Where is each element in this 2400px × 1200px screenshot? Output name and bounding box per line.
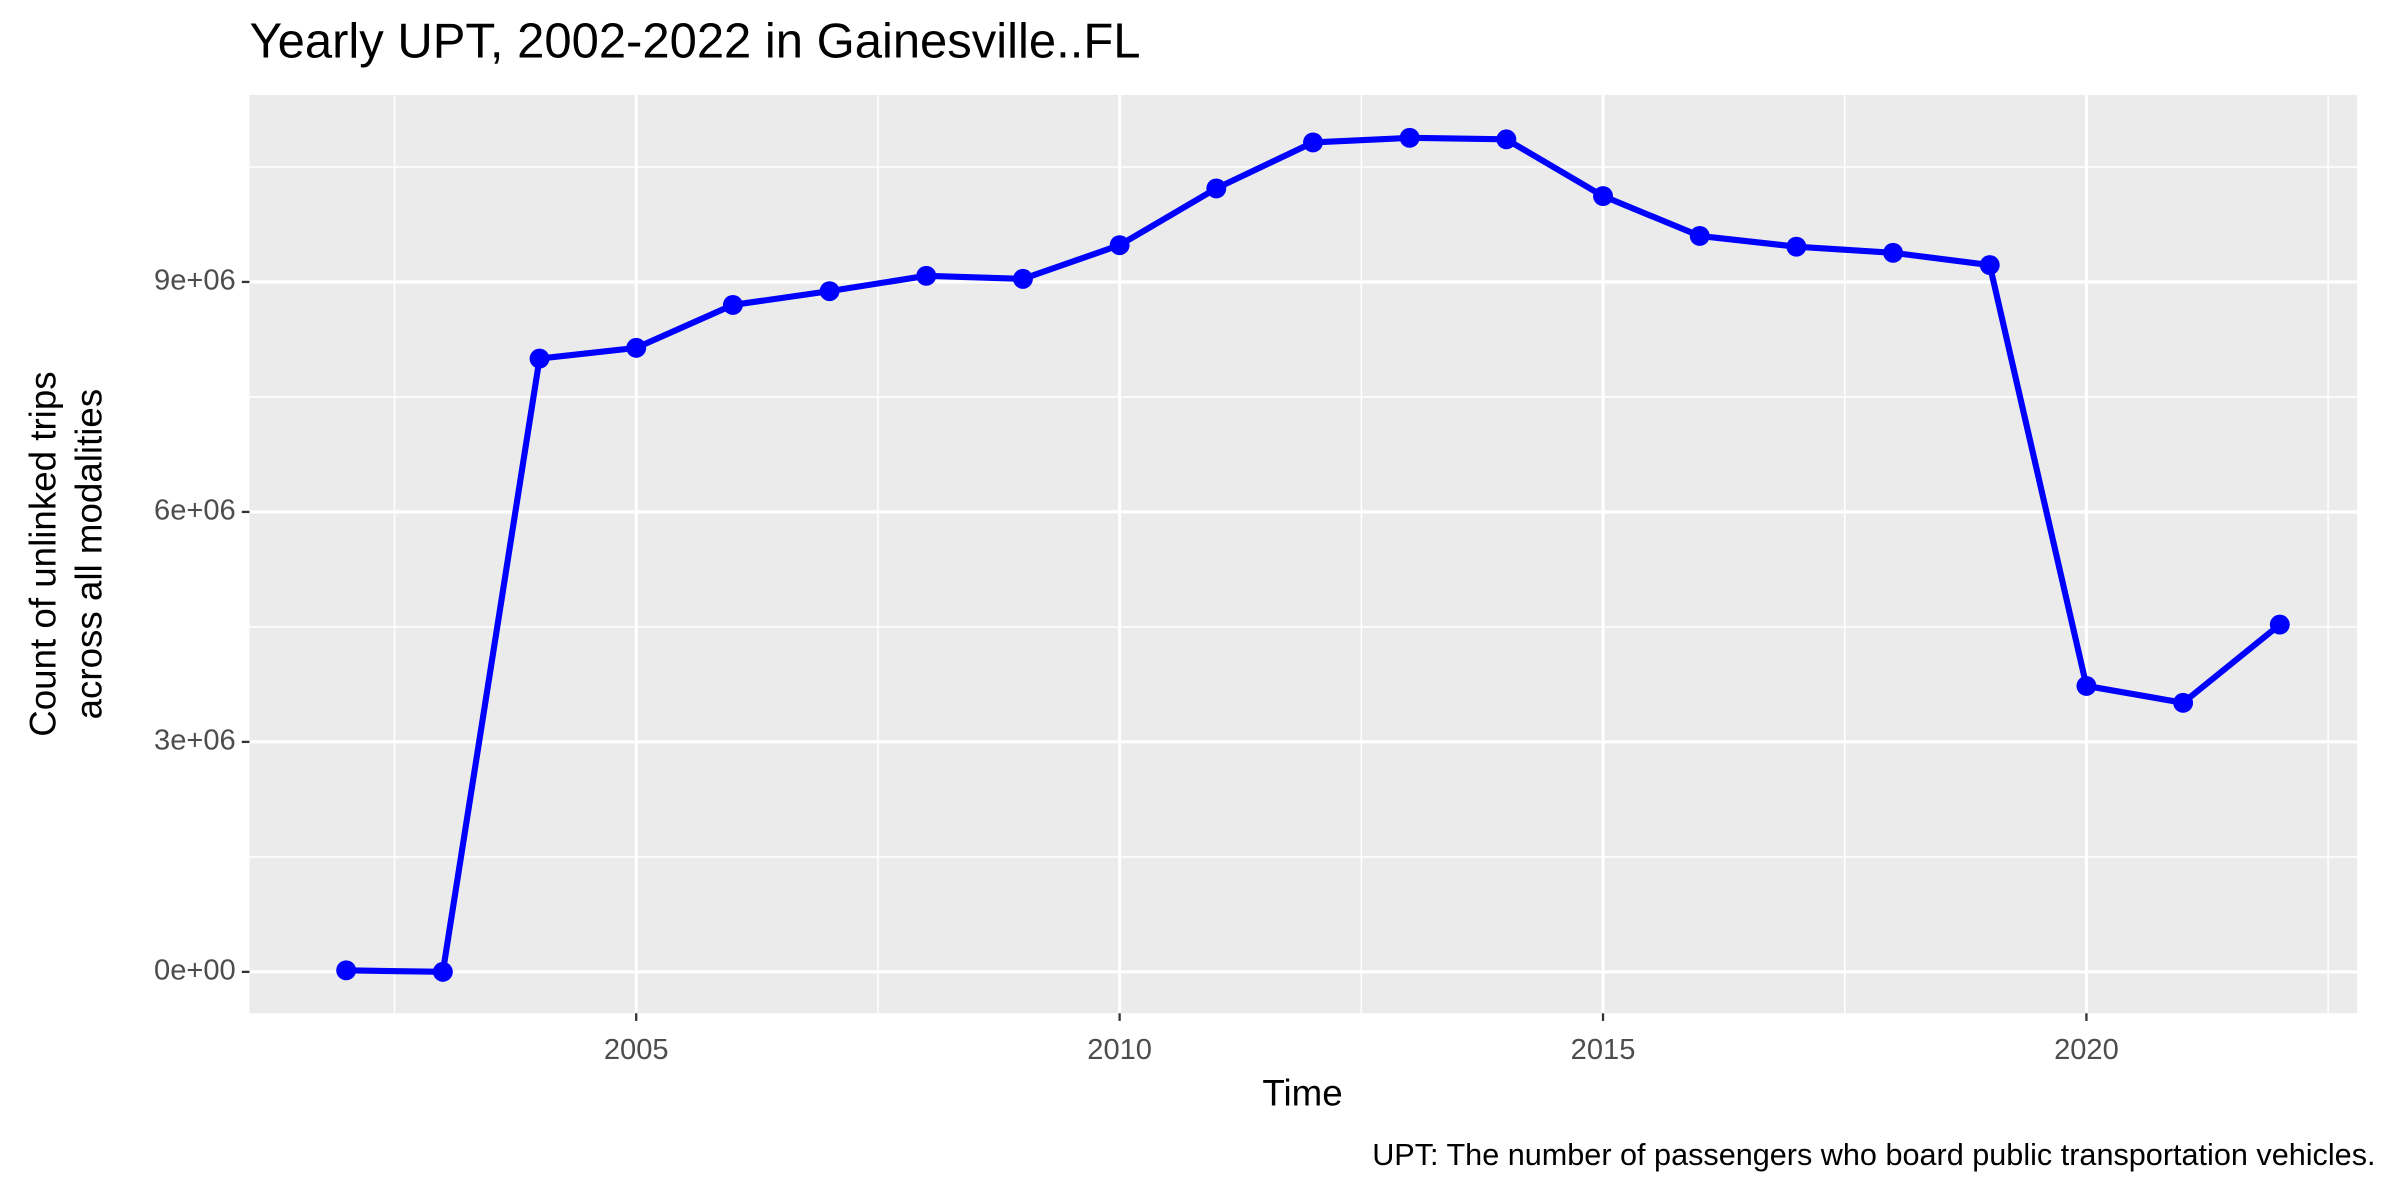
point xyxy=(1883,242,1904,263)
point xyxy=(1206,178,1227,199)
point xyxy=(1303,132,1323,153)
point xyxy=(2269,614,2290,635)
y-axis-label: across all modalities xyxy=(69,389,110,720)
point xyxy=(1689,226,1710,246)
point xyxy=(1496,129,1517,150)
point xyxy=(1012,268,1033,289)
point xyxy=(916,265,937,286)
point xyxy=(1979,255,2000,276)
point xyxy=(336,960,357,981)
caption: UPT: The number of passengers who board … xyxy=(1372,1138,2375,1172)
y-axis-label: Count of unlinked trips xyxy=(23,371,64,736)
y-tick-label: 0e+00 xyxy=(154,955,236,987)
x-tick-label: 2015 xyxy=(1571,1034,1636,1066)
y-tick-label: 6e+06 xyxy=(154,495,236,527)
point xyxy=(1109,235,1130,256)
y-tick-label: 9e+06 xyxy=(154,265,236,297)
point xyxy=(819,281,840,302)
point xyxy=(722,294,743,315)
point xyxy=(432,961,453,982)
y-tick-label: 3e+06 xyxy=(154,725,236,757)
point xyxy=(626,337,647,358)
panel xyxy=(249,94,2358,1014)
x-tick-label: 2010 xyxy=(1087,1034,1152,1066)
data xyxy=(336,127,2290,982)
chart-title: Yearly UPT, 2002-2022 in Gainesville..FL xyxy=(249,14,1140,68)
point xyxy=(1593,186,1613,207)
point xyxy=(2076,675,2097,696)
point xyxy=(529,348,550,369)
grid xyxy=(249,94,2358,1014)
point xyxy=(2173,692,2194,713)
point xyxy=(1786,236,1807,257)
x-tick-label: 2005 xyxy=(604,1034,669,1066)
x-tick-label: 2020 xyxy=(2054,1034,2119,1066)
x-axis-label: Time xyxy=(1262,1073,1342,1114)
point xyxy=(1399,127,1420,148)
